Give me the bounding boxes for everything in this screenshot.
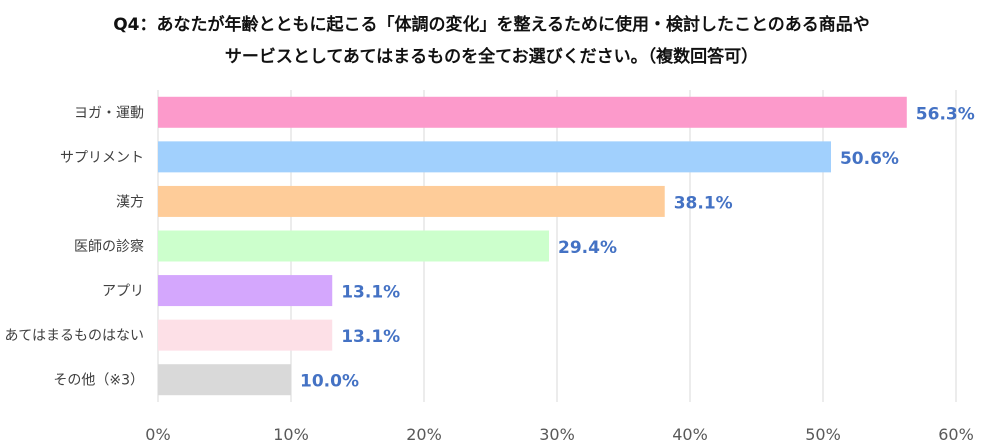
category-label: 医師の診察 — [74, 238, 144, 255]
data-label: 10.0% — [300, 372, 359, 392]
bar — [158, 185, 665, 217]
x-tick-label: 0% — [145, 425, 170, 444]
bar — [158, 141, 831, 173]
data-label: 13.1% — [341, 283, 400, 303]
bar — [158, 275, 333, 307]
category-label: サプリメント — [60, 150, 144, 166]
bar — [158, 319, 333, 351]
x-tick-label: 60% — [938, 425, 974, 444]
data-label: 13.1% — [341, 327, 400, 347]
x-tick-label: 40% — [672, 425, 708, 444]
category-label: ヨガ・運動 — [74, 105, 144, 121]
data-label: 56.3% — [916, 104, 975, 124]
category-label: その他（※3） — [53, 373, 144, 389]
x-tick-label: 10% — [273, 425, 309, 444]
category-label: あてはまるものはない — [5, 328, 144, 344]
data-label: 38.1% — [674, 193, 733, 213]
bar — [158, 96, 907, 128]
data-label: 29.4% — [558, 238, 617, 258]
bar — [158, 230, 550, 262]
chart-title-line-2: サービスとしてあてはまるものを全てお選びください。（複数回答可） — [224, 47, 759, 67]
bar — [158, 364, 291, 396]
category-label: 漢方 — [116, 194, 144, 210]
chart-title-line-1: Q4：あなたが年齢とともに起こる「体調の変化」を整えるために使用・検討したことの… — [113, 15, 870, 35]
x-tick-label: 30% — [539, 425, 575, 444]
x-tick-label: 20% — [406, 425, 442, 444]
data-label: 50.6% — [840, 149, 899, 169]
x-tick-label: 50% — [805, 425, 841, 444]
category-label: アプリ — [102, 284, 144, 300]
